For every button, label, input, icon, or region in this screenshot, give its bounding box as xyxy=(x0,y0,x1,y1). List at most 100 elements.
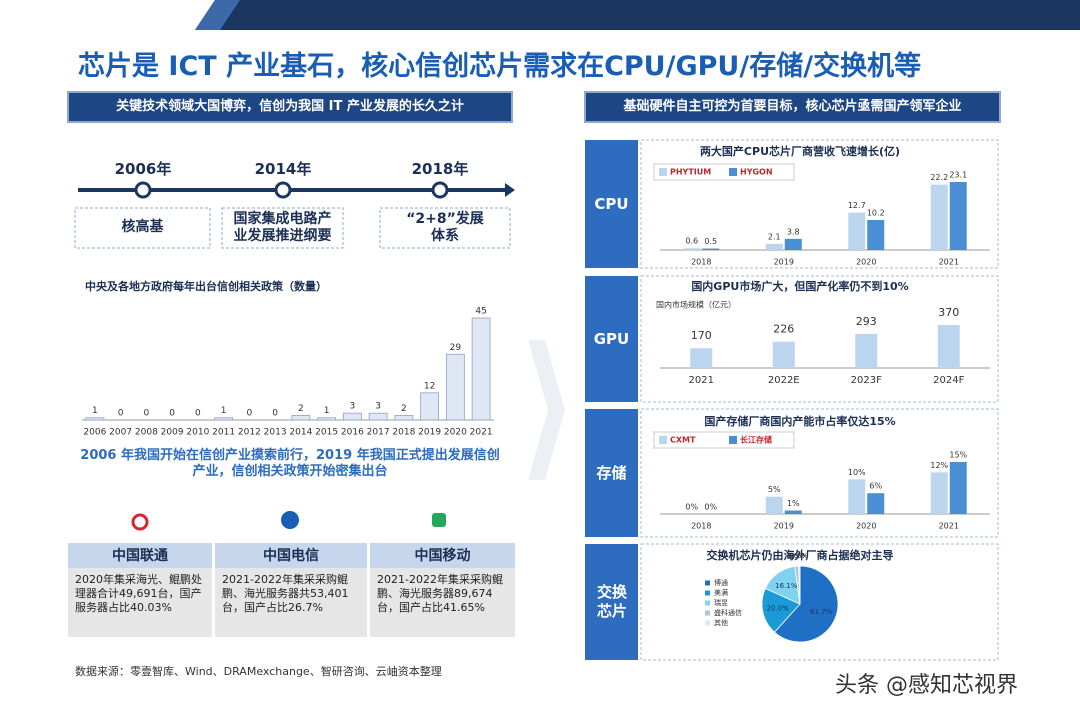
bar xyxy=(848,479,866,514)
bar xyxy=(445,353,465,421)
legend-swatch xyxy=(705,620,710,626)
card-head-bg xyxy=(68,543,212,568)
bar xyxy=(848,212,866,250)
card-body-bg xyxy=(215,568,367,637)
legend-swatch xyxy=(659,436,667,444)
legend-swatch xyxy=(705,610,710,616)
bar xyxy=(85,417,105,421)
data-label: 1 xyxy=(324,406,330,416)
x-tick-label: 2011 xyxy=(212,428,235,438)
bar xyxy=(690,348,713,368)
card-body-bg xyxy=(370,568,515,637)
x-tick-label: 2013 xyxy=(264,428,287,438)
bar xyxy=(949,462,967,514)
panel xyxy=(640,543,999,661)
legend-label: 瑞昱 xyxy=(714,598,728,607)
x-tick-label: 2023F xyxy=(851,375,882,386)
source: 数据来源：零壹智库、Wind、DRAMexchange、智研咨询、云岫资本整理 xyxy=(75,665,442,678)
legend-box xyxy=(653,431,795,449)
data-label: 10% xyxy=(848,468,866,477)
data-label: 29 xyxy=(450,343,462,353)
x-tick-label: 2021 xyxy=(939,258,959,267)
x-tick-label: 2010 xyxy=(186,428,209,438)
timeline-arrow xyxy=(505,183,515,197)
data-label: 370 xyxy=(938,306,959,319)
section-label: 存储 xyxy=(596,463,627,482)
section-bg xyxy=(585,544,638,660)
legend-label: 美满 xyxy=(714,588,728,597)
x-tick-label: 2018 xyxy=(691,258,711,267)
x-tick-label: 2016 xyxy=(341,428,364,438)
timeline-label: 核高基 xyxy=(121,219,164,236)
x-tick-label: 2019 xyxy=(418,428,441,438)
x-tick-label: 2020 xyxy=(856,258,876,267)
page-title: 芯片是 ICT 产业基石，核心信创芯片需求在CPU/GPU/存储/交换机等 xyxy=(78,51,922,82)
data-label: 1 xyxy=(221,406,227,416)
bar xyxy=(937,325,960,368)
data-label: 0.6% xyxy=(790,552,808,560)
right-banner: 基础硬件自主可控为首要目标，核心芯片亟需国产领军企业 xyxy=(623,99,962,114)
legend-swatch xyxy=(659,168,667,176)
data-label: 0 xyxy=(144,409,150,419)
legend-label: 盛科通信 xyxy=(714,608,742,617)
logo-mobile xyxy=(432,513,446,527)
data-label: 3 xyxy=(375,402,381,412)
x-tick-label: 2019 xyxy=(774,522,794,531)
bar xyxy=(420,392,440,421)
chart-title: 国产存储厂商国内产能市占率仅达15% xyxy=(704,414,895,428)
bar xyxy=(772,341,795,368)
chart-subtitle: 国内市场规模（亿元） xyxy=(656,300,736,310)
bar xyxy=(784,510,802,514)
data-label: 5% xyxy=(768,485,781,494)
data-label: 2.1 xyxy=(768,232,781,241)
bar xyxy=(702,248,720,250)
bar xyxy=(394,415,414,421)
data-label: 10.2 xyxy=(867,208,885,217)
card-head-bg xyxy=(370,543,515,568)
panel xyxy=(640,139,999,269)
x-tick-label: 2007 xyxy=(109,428,132,438)
data-label: 12 xyxy=(424,381,435,391)
data-label: 1.6% xyxy=(787,552,805,560)
section-bg xyxy=(585,409,638,537)
data-label: 0% xyxy=(704,503,717,512)
data-label: 0.6 xyxy=(685,237,698,246)
caption: 2006 年我国开始在信创产业摸索前行，2019 年我国正式提出发展信创产业，信… xyxy=(80,448,500,480)
left-banner: 关键技术领域大国博弈，信创为我国 IT 产业发展的长久之计 xyxy=(116,99,464,114)
timeline-box xyxy=(221,207,344,249)
card-title: 中国电信 xyxy=(263,548,319,564)
panel xyxy=(640,275,999,403)
bar xyxy=(930,184,948,250)
legend-swatch xyxy=(705,600,710,606)
x-tick-label: 2018 xyxy=(392,428,415,438)
bar xyxy=(368,412,388,421)
legend-box xyxy=(653,163,795,181)
data-label: 3.8 xyxy=(787,227,800,236)
data-label: 3 xyxy=(350,402,356,412)
timeline-box xyxy=(379,207,511,249)
bar xyxy=(867,219,885,250)
data-label: 0% xyxy=(685,503,698,512)
card-text: 2021-2022年集采采购鲲鹏、海光服务器共53,401台，国产占比26.7% xyxy=(222,573,349,614)
chart-title: 国内GPU市场广大，但国产化率仍不到10% xyxy=(691,279,908,293)
data-label: 2 xyxy=(401,404,407,414)
card-text: 2020年集采海光、鲲鹏处理器合计49,691台，国产服务器占比40.03% xyxy=(75,573,202,614)
chevron xyxy=(528,340,565,480)
data-label: 170 xyxy=(691,329,712,342)
data-label: 0 xyxy=(247,409,253,419)
data-label: 0 xyxy=(169,409,175,419)
timeline-label: 国家集成电路产业发展推进纲要 xyxy=(233,210,332,245)
x-tick-label: 2017 xyxy=(367,428,390,438)
bar xyxy=(291,415,311,421)
legend-swatch xyxy=(705,580,710,586)
data-label: 16.1% xyxy=(775,582,798,590)
section-label: 交换芯片 xyxy=(596,583,627,620)
x-tick-label: 2018 xyxy=(691,522,711,531)
left-banner-bg xyxy=(67,91,513,123)
data-label: 0 xyxy=(272,409,278,419)
bar xyxy=(855,333,878,368)
x-tick-label: 2021 xyxy=(470,428,493,438)
x-tick-label: 2014 xyxy=(289,428,312,438)
data-label: 22.2 xyxy=(930,173,948,182)
